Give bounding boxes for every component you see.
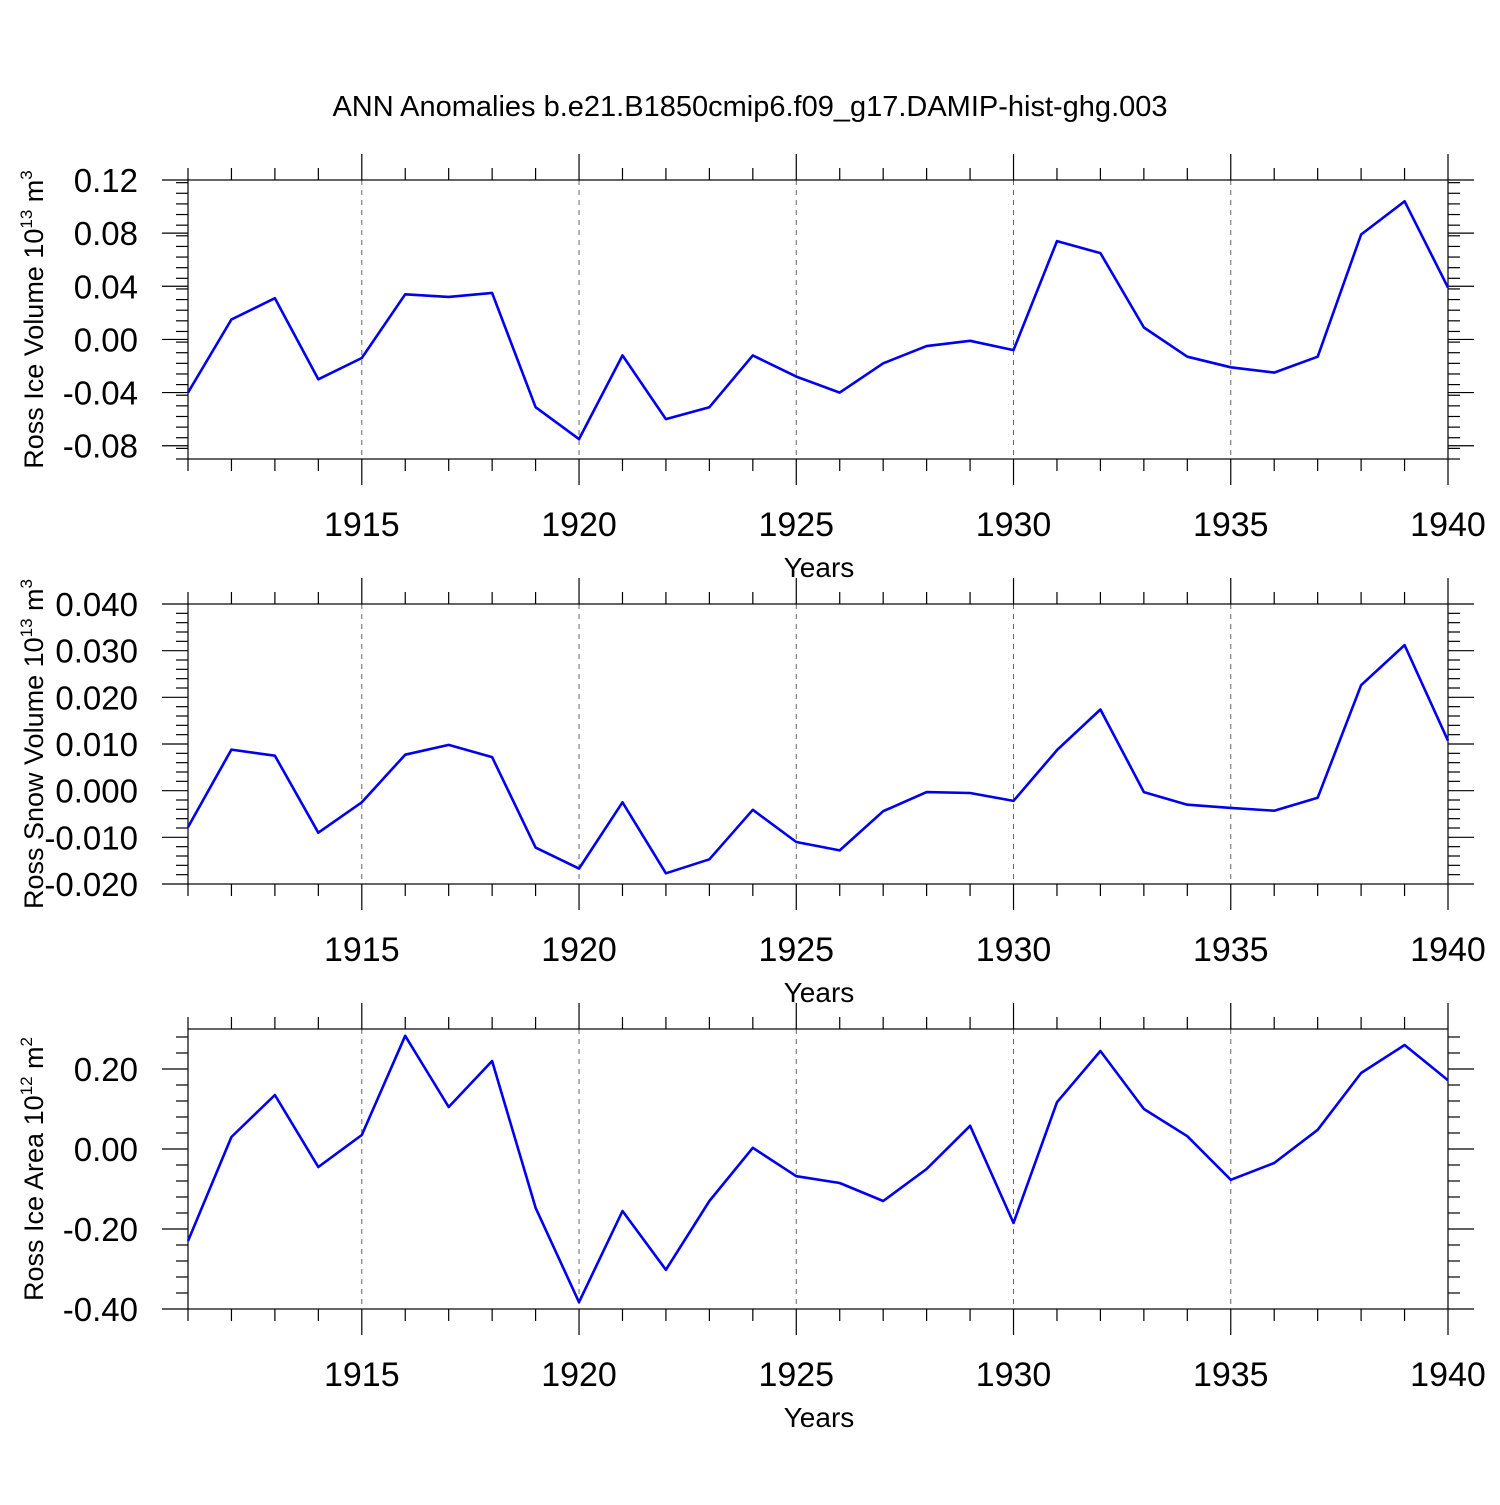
plot-frame bbox=[187, 603, 1449, 885]
y-tick-label: -0.04 bbox=[63, 375, 138, 412]
x-axis-label: Years bbox=[784, 1402, 855, 1433]
x-tick-label: 1940 bbox=[1410, 1356, 1486, 1394]
x-tick-label: 1920 bbox=[541, 1356, 617, 1394]
y-tick-label: -0.20 bbox=[63, 1211, 138, 1248]
y-tick-label: 0.04 bbox=[74, 268, 138, 305]
x-tick-label: 1915 bbox=[324, 506, 400, 544]
y-axis-label: Ross Snow Volume 1013 m3 bbox=[17, 579, 49, 909]
x-tick-label: 1935 bbox=[1193, 506, 1269, 544]
y-axis-label: Ross Ice Volume 1013 m3 bbox=[17, 170, 49, 469]
y-tick-label: 0.00 bbox=[74, 1131, 138, 1168]
panel-1: 1915 1920 1925 1930 1935 1940 -0.08 -0.04 0.00 0.… bbox=[17, 154, 1486, 583]
x-axis-label: Years bbox=[784, 977, 855, 1008]
x-tick-label: 1930 bbox=[976, 931, 1052, 969]
y-tick-label: -0.010 bbox=[44, 819, 138, 856]
x-axis-label: Years bbox=[784, 552, 855, 583]
series-line bbox=[186, 643, 1450, 875]
y-tick-label: 0.08 bbox=[74, 215, 138, 252]
panel-3: 1915 1920 1925 1930 1935 1940 -0.40 -0.20 0.00 0.… bbox=[17, 1003, 1486, 1433]
y-tick-label: -0.08 bbox=[63, 428, 138, 465]
y-tick-label: 0.00 bbox=[74, 321, 138, 358]
x-tick-label: 1940 bbox=[1410, 931, 1486, 969]
y-axis-label: Ross Ice Area 1012 m2 bbox=[17, 1037, 49, 1301]
y-tick-label: -0.40 bbox=[63, 1291, 138, 1328]
x-tick-label: 1920 bbox=[541, 506, 617, 544]
panel-2: 1915 1920 1925 1930 1935 1940 -0.020 -0.010 0.00… bbox=[17, 578, 1486, 1008]
y-tick-label: 0.040 bbox=[55, 586, 138, 623]
y-tick-label: -0.020 bbox=[44, 866, 138, 903]
plot-frame bbox=[187, 1028, 1449, 1310]
series-line bbox=[186, 200, 1450, 441]
x-tick-label: 1935 bbox=[1193, 931, 1269, 969]
x-tick-label: 1925 bbox=[758, 506, 834, 544]
series-line bbox=[186, 1034, 1449, 1304]
x-tick-label: 1930 bbox=[976, 1356, 1052, 1394]
x-tick-label: 1935 bbox=[1193, 1356, 1269, 1394]
x-tick-label: 1940 bbox=[1410, 506, 1486, 544]
x-tick-label: 1925 bbox=[758, 1356, 834, 1394]
y-tick-label: 0.010 bbox=[55, 726, 138, 763]
x-tick-label: 1930 bbox=[976, 506, 1052, 544]
y-tick-label: 0.030 bbox=[55, 633, 138, 670]
x-tick-label: 1925 bbox=[758, 931, 834, 969]
x-tick-label: 1915 bbox=[324, 1356, 400, 1394]
y-tick-label: 0.20 bbox=[74, 1051, 138, 1088]
x-tick-label: 1920 bbox=[541, 931, 617, 969]
x-tick-label: 1915 bbox=[324, 931, 400, 969]
plot-frame bbox=[187, 179, 1449, 460]
figure-title: ANN Anomalies b.e21.B1850cmip6.f09_g17.D… bbox=[332, 91, 1167, 123]
y-tick-label: 0.000 bbox=[55, 773, 138, 810]
y-tick-label: 0.12 bbox=[74, 162, 138, 199]
y-tick-label: 0.020 bbox=[55, 679, 138, 716]
